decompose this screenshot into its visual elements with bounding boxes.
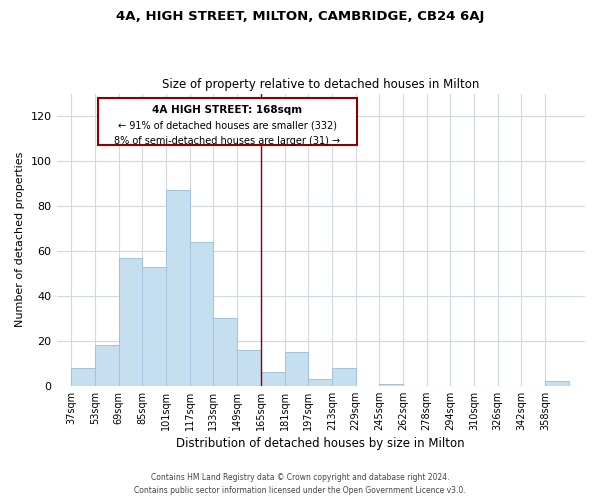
Bar <box>379 384 403 386</box>
Bar <box>98 98 357 146</box>
Bar <box>261 372 284 386</box>
Text: 8% of semi-detached houses are larger (31) →: 8% of semi-detached houses are larger (3… <box>115 136 341 146</box>
Y-axis label: Number of detached properties: Number of detached properties <box>15 152 25 328</box>
Bar <box>166 190 190 386</box>
Text: Contains HM Land Registry data © Crown copyright and database right 2024.
Contai: Contains HM Land Registry data © Crown c… <box>134 474 466 495</box>
Bar <box>71 368 95 386</box>
Bar <box>237 350 261 386</box>
Bar <box>284 352 308 386</box>
Bar <box>214 318 237 386</box>
Bar <box>142 266 166 386</box>
Title: Size of property relative to detached houses in Milton: Size of property relative to detached ho… <box>162 78 479 91</box>
Bar <box>332 368 356 386</box>
Text: 4A, HIGH STREET, MILTON, CAMBRIDGE, CB24 6AJ: 4A, HIGH STREET, MILTON, CAMBRIDGE, CB24… <box>116 10 484 23</box>
Text: 4A HIGH STREET: 168sqm: 4A HIGH STREET: 168sqm <box>152 105 302 115</box>
Bar <box>545 382 569 386</box>
Bar <box>190 242 214 386</box>
Bar <box>95 346 119 386</box>
Bar <box>119 258 142 386</box>
Bar <box>308 379 332 386</box>
X-axis label: Distribution of detached houses by size in Milton: Distribution of detached houses by size … <box>176 437 465 450</box>
Text: ← 91% of detached houses are smaller (332): ← 91% of detached houses are smaller (33… <box>118 120 337 130</box>
